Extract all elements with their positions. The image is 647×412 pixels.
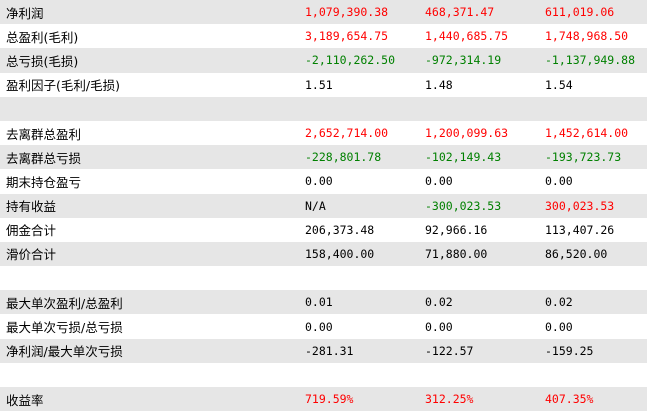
table-row: 总盈利(毛利) 3,189,654.75 1,440,685.75 1,748,968…	[0, 24, 647, 48]
value-cell-col2: 0.00	[425, 174, 453, 189]
table-row: 佣金合计 206,373.48 92,966.16 113,407.26	[0, 218, 647, 242]
value-cell-col2: -122.57	[425, 343, 474, 358]
value-cell-col3: 1.54	[545, 77, 573, 92]
value-cell-col2: 92,966.16	[425, 222, 488, 237]
value-cell-col1: -2,110,262.50	[305, 53, 396, 68]
spacer-row	[0, 266, 647, 290]
row-label: 净利润/最大单次亏损	[6, 344, 123, 360]
value-cell-col1: 206,373.48	[305, 222, 375, 237]
value-cell-col1: 0.00	[305, 319, 333, 334]
table-row: 净利润/最大单次亏损 -281.31 -122.57 -159.25	[0, 338, 647, 363]
value-cell-col2: -972,314.19	[425, 53, 502, 68]
value-cell-col3: 300,023.53	[545, 198, 615, 213]
spacer-row	[0, 363, 647, 387]
value-cell-col3: -193,723.73	[545, 150, 622, 165]
value-cell-col3: -159.25	[545, 343, 594, 358]
table-row: 净利润 1,079,390.38 468,371.47 611,019.06	[0, 0, 647, 25]
value-cell-col3: 1,748,968.50	[545, 29, 629, 44]
row-label: 净利润	[6, 5, 44, 21]
value-cell-col3: 1,452,614.00	[545, 126, 629, 141]
table-row: 期末持仓盈亏 0.00 0.00 0.00	[0, 169, 647, 193]
value-cell-col3: 0.00	[545, 319, 573, 334]
value-cell-col2: 468,371.47	[425, 5, 495, 20]
value-cell-col1: 0.00	[305, 174, 333, 189]
row-label: 去离群总盈利	[6, 126, 82, 142]
value-cell-col2: 1.48	[425, 77, 453, 92]
row-label: 最大单次盈利/总盈利	[6, 295, 123, 311]
spacer-row	[0, 96, 647, 121]
value-cell-col2: 0.02	[425, 295, 453, 310]
value-cell-col2: -102,149.43	[425, 150, 502, 165]
table-row: 收益率 719.59% 312.25% 407.35%	[0, 387, 647, 412]
value-cell-col2: 1,440,685.75	[425, 29, 509, 44]
value-cell-col2: 1,200,099.63	[425, 126, 509, 141]
value-cell-col3: 611,019.06	[545, 5, 615, 20]
table-row: 盈利因子(毛利/毛损) 1.51 1.48 1.54	[0, 73, 647, 97]
table-row: 最大单次亏损/总亏损 0.00 0.00 0.00	[0, 314, 647, 338]
row-label: 滑价合计	[6, 247, 57, 263]
table-row: 总亏损(毛损) -2,110,262.50 -972,314.19 -1,137,94…	[0, 48, 647, 73]
value-cell-col3: 113,407.26	[545, 222, 615, 237]
row-label: 佣金合计	[6, 223, 57, 239]
row-label: 最大单次亏损/总亏损	[6, 320, 123, 336]
value-cell-col1: -281.31	[305, 343, 354, 358]
value-cell-col2: 71,880.00	[425, 246, 488, 261]
value-cell-col3: 0.02	[545, 295, 573, 310]
value-cell-col1: 1.51	[305, 77, 333, 92]
value-cell-col3: 0.00	[545, 174, 573, 189]
row-label: 盈利因子(毛利/毛损)	[6, 78, 120, 94]
value-cell-col3: 86,520.00	[545, 246, 608, 261]
value-cell-col1: 0.01	[305, 295, 333, 310]
value-cell-col1: 719.59%	[305, 392, 354, 407]
table-row: 去离群总盈利 2,652,714.00 1,200,099.63 1,452,614.…	[0, 121, 647, 145]
value-cell-col1: 2,652,714.00	[305, 126, 389, 141]
row-label: 期末持仓盈亏	[6, 174, 82, 190]
value-cell-col1: 1,079,390.38	[305, 5, 389, 20]
table-row: 去离群总亏损 -228,801.78 -102,149.43 -193,723.73	[0, 145, 647, 170]
value-cell-col1: -228,801.78	[305, 150, 382, 165]
row-label: 总亏损(毛损)	[6, 53, 79, 69]
table-row: 滑价合计 158,400.00 71,880.00 86,520.00	[0, 241, 647, 267]
value-cell-col3: -1,137,949.88	[545, 53, 636, 68]
value-cell-col3: 407.35%	[545, 392, 594, 407]
row-label: 总盈利(毛利)	[6, 29, 79, 45]
row-label: 持有收益	[6, 199, 57, 215]
table-row: 持有收益 N/A -300,023.53 300,023.53	[0, 193, 647, 218]
value-cell-col1: 158,400.00	[305, 246, 375, 261]
table-row: 最大单次盈利/总盈利 0.01 0.02 0.02	[0, 290, 647, 315]
value-cell-col1: N/A	[305, 198, 326, 213]
row-label: 收益率	[6, 392, 44, 408]
value-cell-col1: 3,189,654.75	[305, 29, 389, 44]
row-label: 去离群总亏损	[6, 150, 82, 166]
value-cell-col2: -300,023.53	[425, 198, 502, 213]
value-cell-col2: 312.25%	[425, 392, 474, 407]
value-cell-col2: 0.00	[425, 319, 453, 334]
